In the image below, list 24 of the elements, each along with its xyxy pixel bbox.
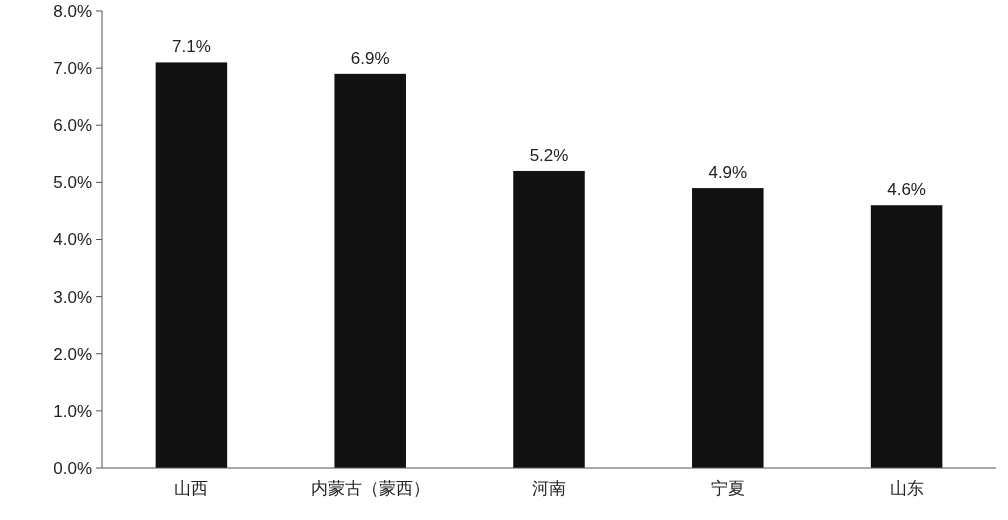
y-tick-label: 7.0% — [53, 59, 92, 79]
data-label: 5.2% — [529, 145, 569, 165]
data-label: 7.1% — [172, 37, 211, 57]
y-tick-label: 0.0% — [53, 458, 92, 478]
y-tick-label: 6.0% — [53, 116, 92, 136]
bar — [155, 62, 228, 468]
x-tick-label: 山西 — [174, 479, 209, 498]
bar — [692, 188, 764, 468]
data-label: 6.9% — [350, 48, 390, 68]
y-tick-label: 5.0% — [53, 173, 92, 193]
y-tick-label: 1.0% — [53, 401, 92, 421]
y-tick-label: 4.0% — [53, 230, 92, 250]
y-tick-label: 2.0% — [53, 344, 92, 364]
y-tick-label: 3.0% — [53, 287, 92, 307]
data-label: 4.6% — [887, 180, 926, 200]
x-tick-label: 内蒙古（蒙西） — [310, 479, 430, 498]
data-label: 4.9% — [708, 163, 748, 183]
x-tick-label: 河南 — [532, 479, 566, 498]
bar — [870, 205, 943, 468]
bar — [513, 170, 585, 468]
x-tick-label: 宁夏 — [710, 479, 745, 498]
y-tick-label: 8.0% — [53, 1, 92, 21]
x-tick-label: 山东 — [889, 479, 924, 498]
bar — [334, 73, 406, 468]
